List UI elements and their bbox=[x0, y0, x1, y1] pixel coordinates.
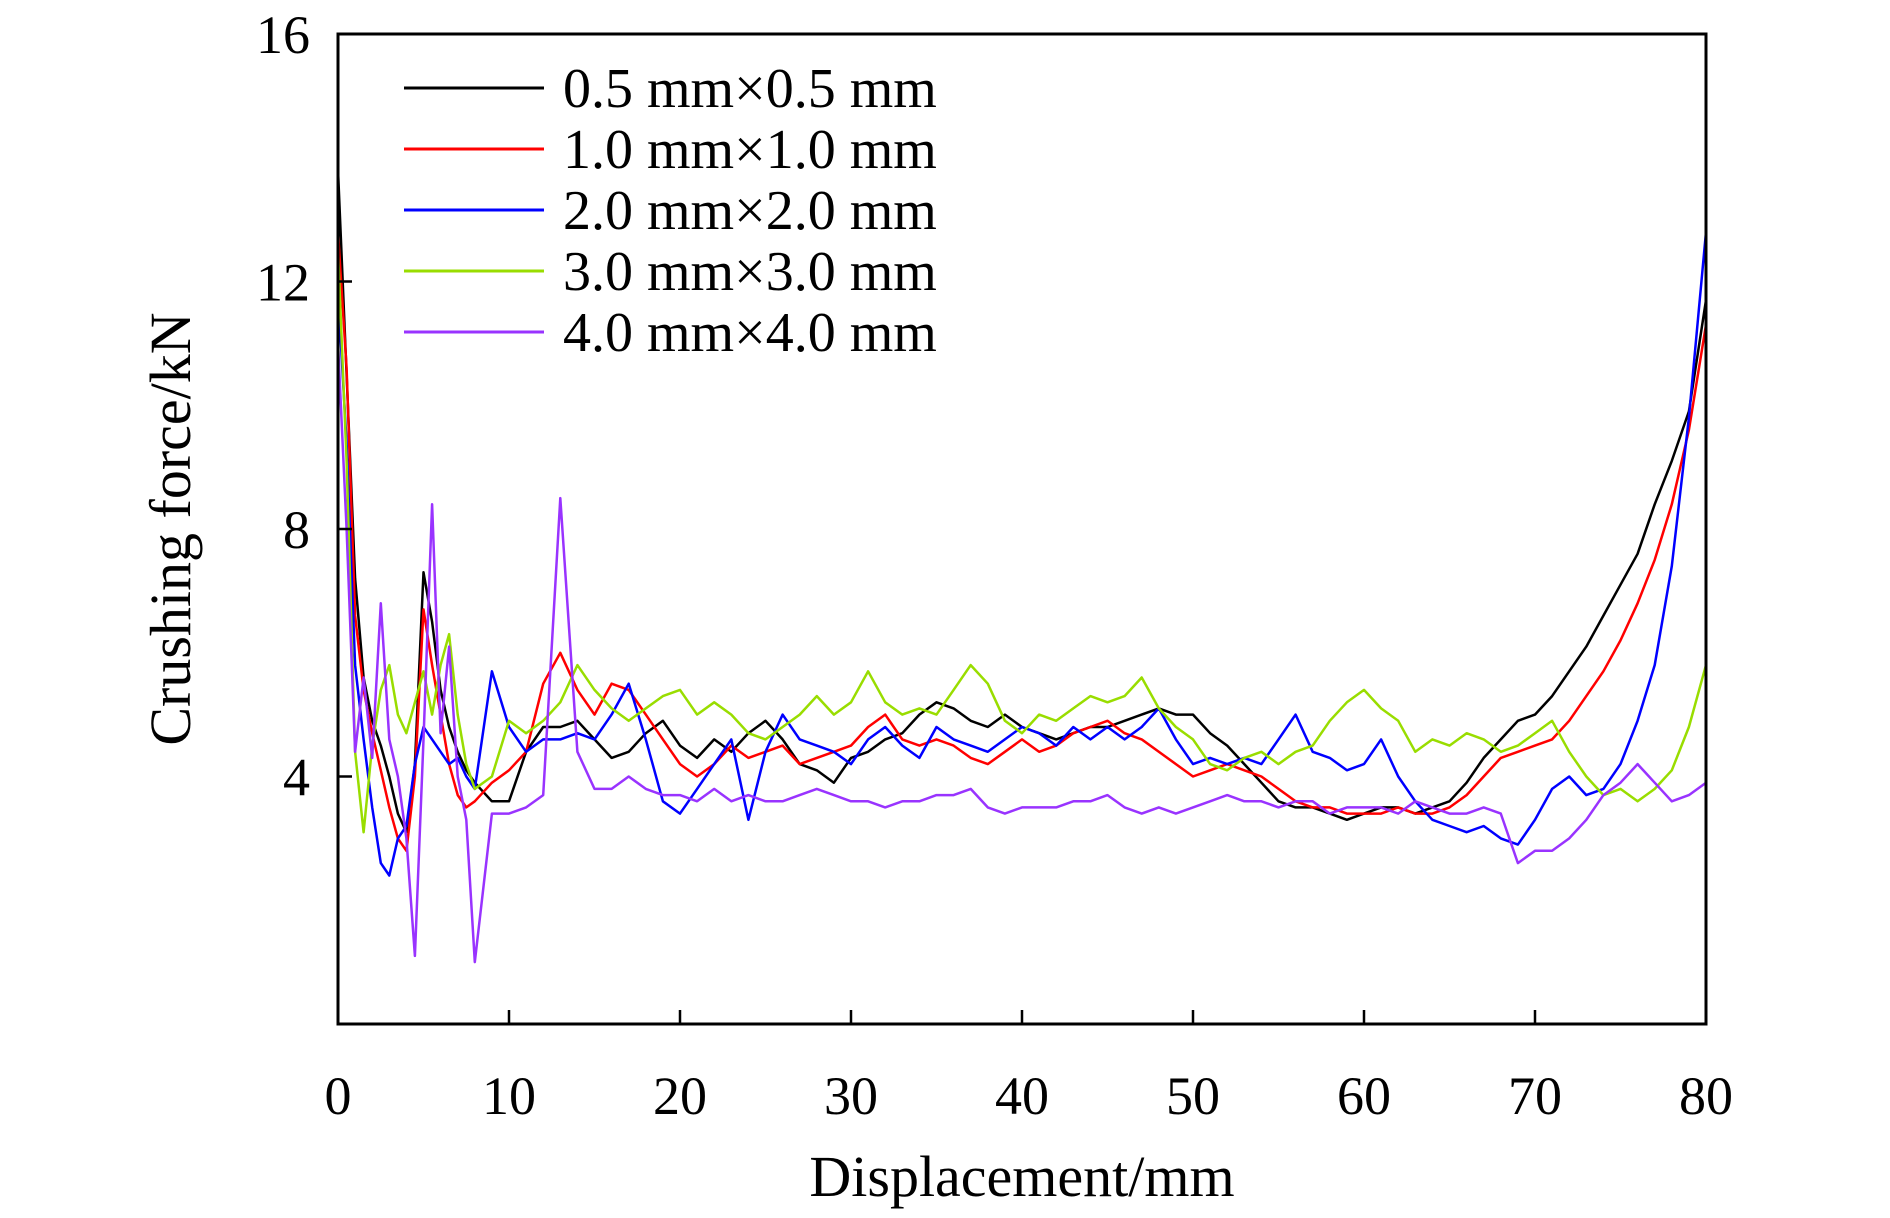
y-axis-title: Crushing force/kN bbox=[138, 312, 203, 745]
series-line-5 bbox=[336, 343, 1707, 964]
y-tick-label: 4 bbox=[283, 748, 310, 808]
legend-label-4: 3.0 mm×3.0 mm bbox=[563, 241, 937, 303]
x-tick-label: 50 bbox=[1166, 1066, 1220, 1126]
series-line-3 bbox=[336, 231, 1708, 877]
y-tick-label: 12 bbox=[256, 253, 310, 313]
x-tick-label: 80 bbox=[1679, 1066, 1733, 1126]
y-tick-label: 16 bbox=[256, 5, 310, 65]
tick-layer: 0 10 20 30 40 50 60 70 80 4 8 12 16 bbox=[256, 5, 1733, 1126]
legend-label-5: 4.0 mm×4.0 mm bbox=[563, 302, 937, 364]
x-tick-label: 30 bbox=[824, 1066, 878, 1126]
x-tick-label: 40 bbox=[995, 1066, 1049, 1126]
legend-label-2: 1.0 mm×1.0 mm bbox=[563, 119, 937, 181]
legend-label-1: 0.5 mm×0.5 mm bbox=[563, 58, 937, 120]
x-tick-label: 10 bbox=[482, 1066, 536, 1126]
series-line-4 bbox=[336, 250, 1708, 834]
x-tick-label: 60 bbox=[1337, 1066, 1391, 1126]
x-tick-label: 70 bbox=[1508, 1066, 1562, 1126]
series-line-2 bbox=[336, 231, 1708, 853]
series-line-1 bbox=[336, 170, 1708, 834]
plot-area-frame bbox=[336, 32, 1708, 1026]
legend: 0.5 mm×0.5 mm1.0 mm×1.0 mm2.0 mm×2.0 mm3… bbox=[404, 58, 937, 364]
series-layer bbox=[336, 170, 1708, 964]
x-axis-title: Displacement/mm bbox=[809, 1144, 1234, 1209]
x-tick-label: 0 bbox=[325, 1066, 352, 1126]
x-tick-label: 20 bbox=[653, 1066, 707, 1126]
y-tick-label: 8 bbox=[283, 500, 310, 560]
legend-label-3: 2.0 mm×2.0 mm bbox=[563, 180, 937, 242]
